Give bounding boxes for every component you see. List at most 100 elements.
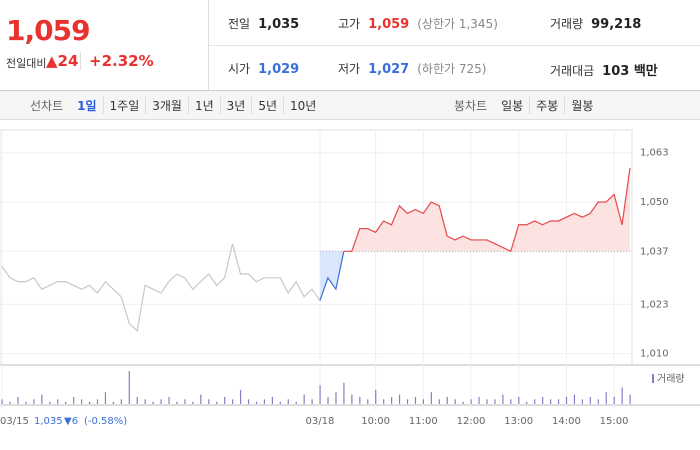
stat: 저가 1,027 (하한가 725) — [338, 60, 486, 77]
volume-bar — [136, 396, 138, 404]
volume-bar — [192, 401, 194, 404]
volume-bar — [49, 401, 51, 404]
y-tick-label: 1,023 — [640, 299, 669, 310]
info-rate: (-0.58%) — [84, 416, 127, 427]
volume-bar — [462, 401, 464, 404]
tab[interactable]: 1일 — [77, 99, 97, 113]
volume-bar — [9, 401, 11, 404]
tab[interactable]: 3년 — [219, 97, 252, 114]
volume-bar — [255, 401, 258, 404]
volume-bar — [295, 401, 297, 404]
stat-value: 1,059 — [368, 17, 410, 32]
tab[interactable]: 1년 — [187, 97, 220, 114]
x-tick-label: 12:00 — [457, 416, 486, 427]
stat: 거래대금 103 백만 — [550, 60, 658, 79]
line-tabs: 선차트 1일 1주일 3개월 1년 3년 5년 10년 — [30, 97, 322, 114]
stat-note: (하한가 725) — [417, 62, 487, 76]
stat: 시가 1,029 — [228, 60, 299, 77]
volume-bar — [200, 394, 202, 404]
y-tick-label: 1,063 — [640, 148, 669, 159]
volume-bar — [597, 399, 599, 404]
area — [319, 251, 344, 301]
line — [343, 167, 631, 253]
stat-note: (상한가 1,345) — [417, 17, 498, 31]
volume-bar — [208, 399, 210, 404]
tab[interactable]: 5년 — [251, 97, 283, 114]
volume-bar — [359, 396, 361, 404]
volume-bar — [311, 399, 313, 404]
volume-label: 거래량 — [657, 373, 685, 385]
volume-bar — [398, 394, 401, 404]
tab[interactable]: 1주일 — [102, 97, 146, 114]
tab-label: 봉차트 — [454, 99, 488, 113]
stat-label: 저가 — [338, 62, 361, 76]
volume-bar — [279, 401, 281, 404]
volume-bar — [128, 371, 130, 404]
stat: 고가 1,059 (상한가 1,345) — [338, 15, 498, 32]
volume-bar — [550, 399, 552, 404]
tab[interactable]: 10년 — [283, 97, 322, 114]
volume-bar — [573, 394, 576, 404]
volume-bar — [152, 401, 154, 404]
volume-bar — [621, 387, 623, 404]
stat-label: 전일 — [228, 17, 251, 31]
volume-bar — [73, 396, 75, 404]
volume-bar — [65, 401, 67, 404]
volume-bar — [112, 401, 114, 404]
info-price: 1,035 — [34, 416, 63, 427]
x-tick-label: 10:00 — [361, 416, 390, 427]
volume-bar — [327, 396, 329, 404]
volume-bar — [319, 385, 321, 404]
volume-bar — [557, 399, 560, 404]
volume-bar — [263, 399, 266, 404]
volume-bar — [232, 399, 234, 404]
price: 1,059 — [6, 14, 91, 47]
info-change: ▼6 — [64, 416, 78, 427]
volume-bar — [33, 399, 35, 404]
x-tick-label: 15:00 — [600, 416, 629, 427]
change-label: 전일대비 — [6, 57, 47, 70]
volume-bar — [391, 396, 393, 404]
volume-bar — [1, 399, 3, 404]
volume-bar — [41, 394, 43, 404]
volume-bar — [271, 396, 273, 404]
tab[interactable]: 월봉 — [564, 97, 599, 114]
divider — [208, 45, 700, 46]
volume-bar — [510, 399, 512, 404]
volume-bar — [160, 399, 162, 404]
y-tick-label: 1,050 — [640, 197, 669, 208]
volume-bar — [629, 394, 631, 404]
stat-value: 1,035 — [258, 17, 300, 32]
tab[interactable]: 주봉 — [529, 97, 564, 114]
volume-bar — [534, 399, 536, 404]
volume-bar — [57, 399, 59, 404]
stat-label: 거래대금 — [550, 64, 595, 78]
tab[interactable]: 일봉 — [501, 99, 524, 113]
volume-bar — [144, 399, 146, 404]
volume-bar — [470, 399, 472, 404]
volume-bar — [367, 399, 369, 404]
volume-bar — [605, 392, 607, 404]
volume-bar — [80, 399, 83, 404]
volume-bar — [581, 399, 584, 404]
volume-bar — [613, 396, 615, 404]
volume-bar — [239, 389, 242, 404]
x-tick-label: 14:00 — [552, 416, 581, 427]
volume-bar — [375, 389, 377, 404]
volume-bar — [351, 394, 353, 404]
volume-bar — [287, 399, 289, 404]
volume-bar — [565, 396, 568, 404]
volume-bar — [335, 392, 337, 404]
y-tick-label: 1,037 — [640, 246, 669, 257]
stat-label: 거래량 — [550, 17, 584, 31]
tab-bar — [0, 91, 700, 120]
volume-bar — [120, 399, 122, 404]
volume-bar — [478, 396, 480, 404]
volume-bar — [88, 401, 91, 404]
tab[interactable]: 3개월 — [145, 97, 188, 114]
volume-bar — [454, 399, 456, 404]
y-tick-label: 1,010 — [640, 349, 669, 360]
volume-bar — [17, 396, 19, 404]
